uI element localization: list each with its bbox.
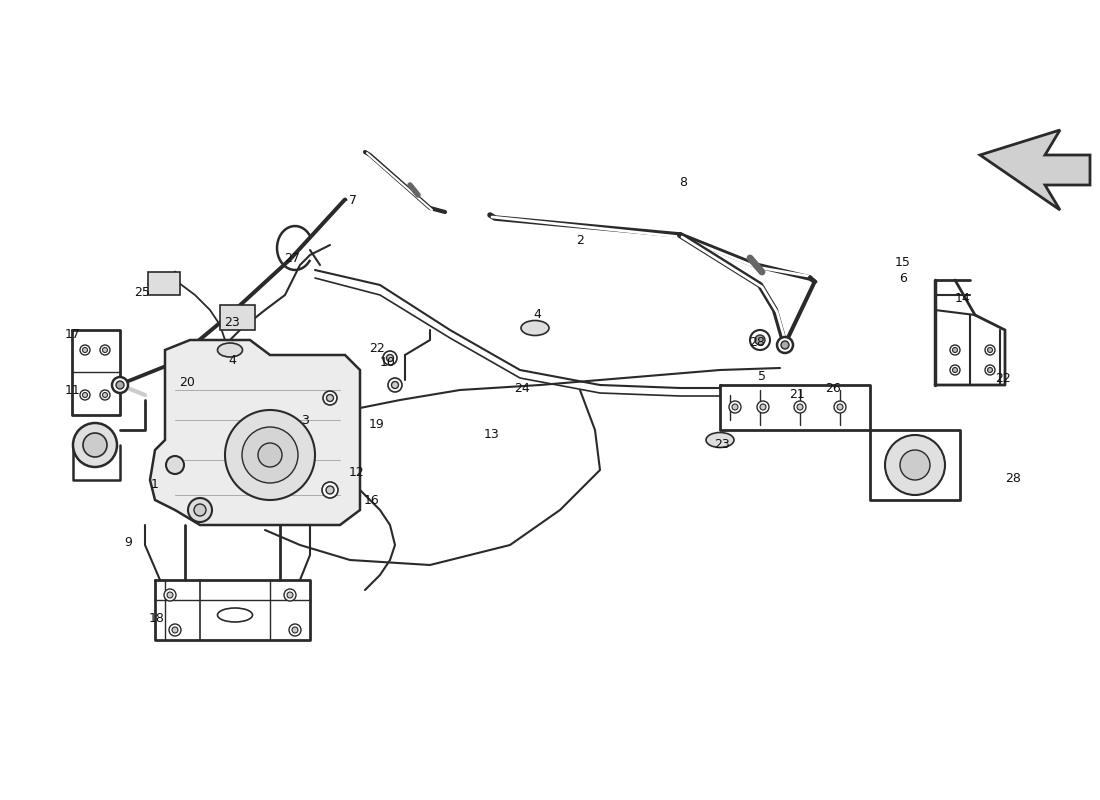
Text: 2: 2 <box>576 234 584 246</box>
Circle shape <box>82 347 88 353</box>
Circle shape <box>837 404 843 410</box>
Text: 14: 14 <box>955 291 971 305</box>
Circle shape <box>102 347 108 353</box>
Circle shape <box>834 401 846 413</box>
Text: 4: 4 <box>534 309 541 322</box>
Circle shape <box>950 365 960 375</box>
Circle shape <box>284 589 296 601</box>
Text: 28: 28 <box>749 337 764 350</box>
Ellipse shape <box>521 321 549 335</box>
Text: 21: 21 <box>789 389 805 402</box>
Circle shape <box>777 337 793 353</box>
Text: 10: 10 <box>381 357 396 370</box>
Circle shape <box>757 401 769 413</box>
Circle shape <box>988 367 992 373</box>
Text: 15: 15 <box>895 255 911 269</box>
Circle shape <box>172 627 178 633</box>
Circle shape <box>188 498 212 522</box>
Circle shape <box>988 347 992 353</box>
Circle shape <box>755 335 764 345</box>
Circle shape <box>984 345 996 355</box>
Circle shape <box>386 354 394 362</box>
Text: 25: 25 <box>134 286 150 299</box>
Circle shape <box>950 345 960 355</box>
Circle shape <box>794 401 806 413</box>
Text: 27: 27 <box>284 251 300 265</box>
Circle shape <box>953 347 957 353</box>
Text: 24: 24 <box>514 382 530 394</box>
Text: 18: 18 <box>150 611 165 625</box>
Ellipse shape <box>218 343 242 357</box>
Text: 23: 23 <box>714 438 730 451</box>
Text: 17: 17 <box>65 329 81 342</box>
Circle shape <box>984 365 996 375</box>
Polygon shape <box>148 272 180 295</box>
Circle shape <box>729 401 741 413</box>
Ellipse shape <box>218 608 253 622</box>
Polygon shape <box>220 305 255 330</box>
Circle shape <box>732 404 738 410</box>
Text: 26: 26 <box>825 382 840 394</box>
Circle shape <box>383 351 397 365</box>
Text: 22: 22 <box>370 342 385 354</box>
Circle shape <box>258 443 282 467</box>
Text: 11: 11 <box>65 383 81 397</box>
Circle shape <box>112 377 128 393</box>
Circle shape <box>326 486 334 494</box>
Circle shape <box>169 624 182 636</box>
Circle shape <box>388 378 401 392</box>
Circle shape <box>166 456 184 474</box>
Circle shape <box>798 404 803 410</box>
Circle shape <box>80 345 90 355</box>
Text: 9: 9 <box>124 537 132 550</box>
Circle shape <box>287 592 293 598</box>
Text: 13: 13 <box>484 429 499 442</box>
Circle shape <box>750 330 770 350</box>
Circle shape <box>289 624 301 636</box>
Polygon shape <box>150 340 360 525</box>
Circle shape <box>242 427 298 483</box>
Circle shape <box>102 393 108 398</box>
Circle shape <box>164 589 176 601</box>
Text: 3: 3 <box>301 414 309 426</box>
Text: 7: 7 <box>349 194 358 206</box>
Circle shape <box>73 423 117 467</box>
Circle shape <box>886 435 945 495</box>
Circle shape <box>80 390 90 400</box>
Text: 12: 12 <box>349 466 365 478</box>
Text: 6: 6 <box>899 271 906 285</box>
Circle shape <box>322 482 338 498</box>
Circle shape <box>953 367 957 373</box>
Ellipse shape <box>706 433 734 447</box>
Text: 20: 20 <box>179 377 195 390</box>
Circle shape <box>226 410 315 500</box>
Circle shape <box>900 450 930 480</box>
Polygon shape <box>980 130 1090 210</box>
Text: 23: 23 <box>224 317 240 330</box>
Circle shape <box>760 404 766 410</box>
Circle shape <box>781 341 789 349</box>
Circle shape <box>100 345 110 355</box>
Circle shape <box>323 391 337 405</box>
Text: 28: 28 <box>1005 471 1021 485</box>
Text: 8: 8 <box>679 177 688 190</box>
Circle shape <box>327 394 333 402</box>
Text: 4: 4 <box>228 354 235 366</box>
Circle shape <box>392 382 398 389</box>
Text: 19: 19 <box>370 418 385 431</box>
Circle shape <box>194 504 206 516</box>
Circle shape <box>82 433 107 457</box>
Circle shape <box>82 393 88 398</box>
Circle shape <box>116 381 124 389</box>
Text: 1: 1 <box>151 478 158 491</box>
Text: 5: 5 <box>758 370 766 382</box>
Text: 22: 22 <box>996 371 1011 385</box>
Circle shape <box>100 390 110 400</box>
Text: 16: 16 <box>364 494 380 506</box>
Circle shape <box>292 627 298 633</box>
Circle shape <box>167 592 173 598</box>
